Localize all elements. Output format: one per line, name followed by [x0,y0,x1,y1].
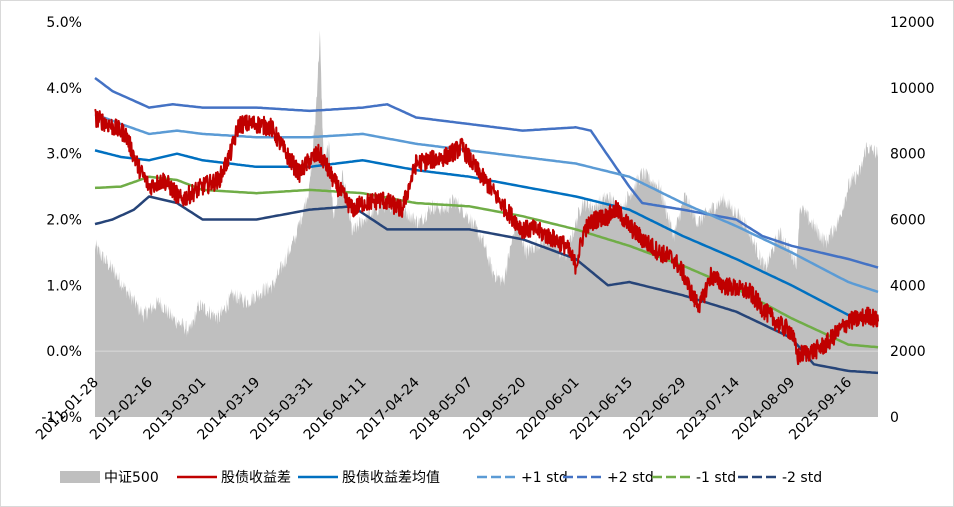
series-line-plus2 [94,76,879,269]
series-line-spread [94,108,879,366]
series-line-minus2 [94,195,879,375]
y-left-tick-label: 1.0% [46,278,82,294]
y-left-tick-label: 3.0% [46,147,82,163]
y-left-tick-labels: -1.0% 0.0% 1.0% 2.0% 3.0% 4.0% 5.0% [41,15,82,426]
y-left-tick-label: 5.0% [46,15,82,31]
y-left-tick-label: -1.0% [41,410,82,426]
y-right-tick-label: 2000 [890,344,926,360]
legend-label-minus1: -1 std [696,470,736,486]
y-left-tick-label: 2.0% [46,213,82,229]
csi500-area-layer [95,30,878,417]
y-right-tick-label: 10000 [890,81,935,97]
series-area-csi500 [95,30,878,417]
y-left-tick-label: 0.0% [46,344,82,360]
legend: 中证500 股债收益差 股债收益差均值 +1 std +2 std -1 std -2 st… [60,470,822,486]
legend-swatch-csi500 [60,471,100,483]
y-right-tick-label: 0 [890,410,899,426]
y-right-tick-label: 12000 [890,15,935,31]
y-right-tick-labels: 0 2000 4000 6000 8000 10000 12000 [890,15,935,426]
y-right-tick-label: 8000 [890,147,926,163]
y-left-tick-label: 4.0% [46,81,82,97]
y-right-tick-label: 4000 [890,278,926,294]
y-right-tick-label: 6000 [890,213,926,229]
legend-label-csi500: 中证500 [104,470,159,486]
legend-label-plus1: +1 std [521,470,568,486]
legend-label-mean: 股债收益差均值 [342,470,440,486]
series-line-plus1 [94,113,879,294]
legend-label-spread: 股债收益差 [221,470,291,486]
legend-label-minus2: -2 std [782,470,822,486]
legend-label-plus2: +2 std [607,470,654,486]
series-lines-layer [94,76,879,375]
